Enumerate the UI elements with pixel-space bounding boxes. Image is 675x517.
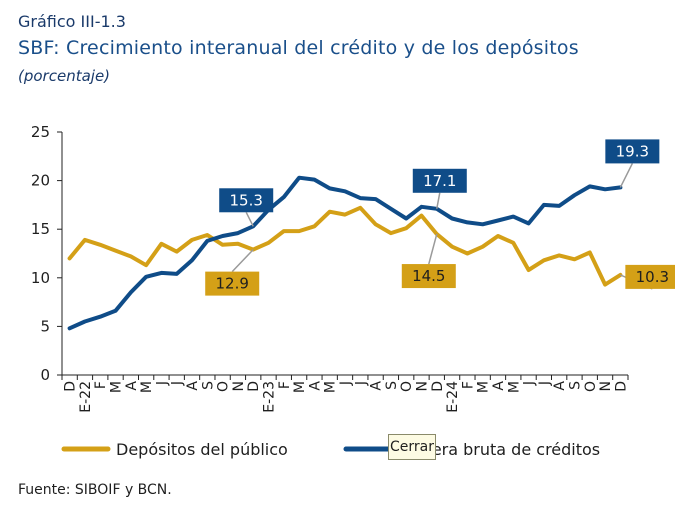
data-label-box [625, 264, 675, 289]
x-tick-label: N [598, 381, 614, 391]
x-tick-label: A [491, 381, 507, 391]
legend-label: Cartera bruta de créditos [398, 440, 600, 459]
x-tick-label: A [369, 381, 385, 391]
y-tick-label: 0 [40, 366, 50, 384]
x-tick-label: O [583, 381, 599, 392]
x-tick-label: J [522, 381, 538, 386]
data-label: 19.3 [616, 142, 649, 160]
x-tick-label: J [338, 381, 354, 386]
data-label: 15.3 [230, 191, 263, 209]
x-tick-label: O [399, 381, 415, 392]
x-tick-label: M [139, 381, 155, 393]
data-label-box [605, 139, 660, 164]
figure-number: Gráfico III-1.3 [18, 12, 126, 31]
data-label-box [401, 264, 456, 289]
figure-subtitle: (porcentaje) [18, 67, 111, 85]
x-tick-label: M [323, 381, 339, 393]
x-tick-label: F [277, 381, 293, 389]
data-label: 14.5 [412, 267, 445, 285]
x-tick-label: M [506, 381, 522, 393]
y-tick-label: 5 [40, 317, 50, 335]
x-tick-label: D [246, 381, 262, 392]
x-tick-label: A [307, 381, 323, 391]
y-tick-label: 10 [31, 269, 50, 287]
x-tick-label: M [292, 381, 308, 393]
data-label-connector [231, 249, 254, 273]
x-tick-label: A [124, 381, 140, 391]
x-tick-label: F [460, 381, 476, 389]
x-tick-label: E-23 [262, 381, 278, 413]
figure-header: Gráfico III-1.3 SBF: Crecimiento interan… [18, 12, 579, 85]
data-label-box [412, 168, 467, 193]
x-tick-label: S [384, 381, 400, 390]
x-tick-label: N [414, 381, 430, 391]
x-tick-label: D [430, 381, 446, 392]
tooltip-close-button[interactable]: Cerrar [388, 434, 436, 460]
data-label: 12.9 [216, 275, 249, 293]
x-tick-label: M [476, 381, 492, 393]
chart-legend: Depósitos del público Cartera bruta de cr… [61, 440, 600, 459]
x-tick-label: S [200, 381, 216, 390]
x-tick-label: E-24 [445, 381, 461, 413]
x-tick-label: M [109, 381, 125, 393]
data-label-connector [428, 233, 438, 265]
x-tick-label: S [567, 381, 583, 390]
data-label: 10.3 [636, 268, 669, 286]
x-tick-label: D [613, 381, 629, 392]
x-tick-label: D [63, 381, 79, 392]
data-label-connector [436, 192, 441, 209]
x-tick-label: J [537, 381, 553, 386]
x-tick-label: J [154, 381, 170, 386]
data-label: 17.1 [423, 172, 456, 190]
deposits-series-line [67, 205, 623, 287]
y-tick-label: 20 [31, 172, 50, 190]
figure-source: Fuente: SIBOIF y BCN. [18, 482, 172, 498]
x-tick-label: F [93, 381, 109, 389]
x-tick-label: J [353, 381, 369, 386]
x-tick-label: A [552, 381, 568, 391]
data-label-box [219, 188, 274, 213]
y-tick-label: 15 [31, 220, 50, 238]
data-label-connector [245, 211, 254, 227]
x-tick-label: O [216, 381, 232, 392]
chart-data-labels: 12.9 14.5 10.3 15.3 17.1 19.3 [205, 139, 675, 296]
x-tick-label: J [170, 381, 186, 386]
credit-series-line [67, 175, 623, 331]
legend-label: Depósitos del público [116, 440, 288, 459]
x-tick-label: E-22 [78, 381, 94, 413]
x-tick-label: A [185, 381, 201, 391]
y-tick-label: 25 [31, 123, 50, 141]
data-label-box [205, 271, 260, 296]
data-label-connector [619, 163, 634, 188]
figure-title: SBF: Crecimiento interanual del crédito … [18, 37, 579, 59]
x-tick-label: N [231, 381, 247, 391]
chart-series [67, 175, 623, 331]
